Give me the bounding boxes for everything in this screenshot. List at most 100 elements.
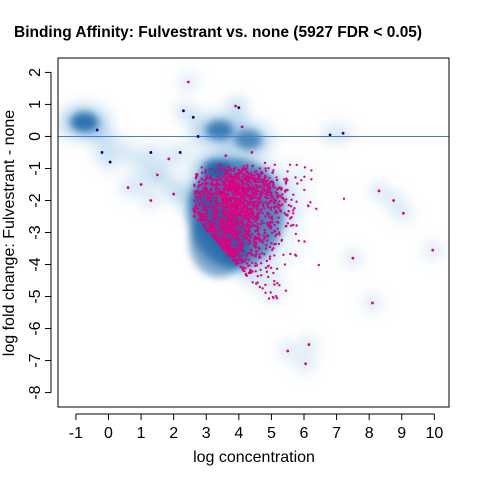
data-point-significant xyxy=(281,196,284,200)
data-point-significant xyxy=(198,202,201,205)
data-point-significant xyxy=(238,228,241,231)
data-point-significant xyxy=(267,297,271,300)
data-point-significant xyxy=(202,219,206,222)
data-point-significant xyxy=(269,208,273,211)
data-point-significant xyxy=(225,244,228,248)
data-point-significant xyxy=(240,186,243,189)
data-point-significant xyxy=(271,171,274,174)
data-point xyxy=(224,154,228,158)
x-tick-label: 8 xyxy=(365,425,374,442)
data-point-significant xyxy=(219,169,222,172)
data-point-significant xyxy=(264,200,268,204)
data-point-significant xyxy=(222,183,225,186)
data-point-significant xyxy=(261,287,264,290)
data-point-significant xyxy=(262,205,265,208)
x-tick-label: 9 xyxy=(397,425,406,442)
data-point-significant xyxy=(275,178,279,182)
data-point-significant xyxy=(259,262,263,265)
data-point-significant xyxy=(245,191,248,195)
data-point-significant xyxy=(232,175,236,178)
data-point-significant xyxy=(244,258,247,261)
data-point-significant xyxy=(228,166,231,169)
data-point-significant xyxy=(286,170,289,173)
data-point-significant xyxy=(262,238,265,241)
data-point-significant xyxy=(225,240,228,243)
data-point-significant xyxy=(247,258,250,262)
data-point-significant xyxy=(248,180,251,183)
data-point-significant xyxy=(264,291,267,294)
data-point-significant xyxy=(223,191,226,195)
data-point-significant xyxy=(246,208,249,211)
data-point-significant xyxy=(264,174,267,178)
data-point-significant xyxy=(213,230,217,234)
data-point-significant xyxy=(260,219,264,223)
data-point-significant xyxy=(255,219,258,222)
data-point-significant xyxy=(259,184,262,188)
data-point-significant xyxy=(242,191,245,194)
data-point xyxy=(155,173,159,177)
data-point-significant xyxy=(255,225,259,229)
plot-frame xyxy=(57,57,450,408)
data-point-significant xyxy=(220,217,224,221)
data-point-significant xyxy=(215,229,219,232)
data-point xyxy=(307,343,311,346)
data-point-significant xyxy=(222,225,225,229)
data-point-significant xyxy=(216,202,220,206)
data-point-significant xyxy=(238,177,241,180)
data-point-significant xyxy=(241,214,245,217)
data-point xyxy=(304,362,308,366)
data-point-significant xyxy=(209,219,212,223)
data-point-significant xyxy=(246,183,250,187)
data-point-significant xyxy=(214,191,218,195)
data-point-significant xyxy=(268,224,271,227)
y-tick-label: 2 xyxy=(27,68,44,77)
data-point-significant xyxy=(227,201,230,204)
data-point-significant xyxy=(229,207,232,210)
y-tick-label: -1 xyxy=(27,161,44,175)
data-point-significant xyxy=(249,171,253,175)
data-point-significant xyxy=(241,203,245,206)
y-tick-label: -3 xyxy=(27,225,44,239)
y-tick-label: 0 xyxy=(27,132,44,141)
data-point-significant xyxy=(261,186,264,189)
data-point xyxy=(392,199,396,202)
data-point-significant xyxy=(266,188,269,192)
data-point xyxy=(250,151,254,154)
data-point-significant xyxy=(303,175,306,178)
data-point-significant xyxy=(258,177,261,181)
data-point-significant xyxy=(248,269,252,273)
data-point-significant xyxy=(214,186,217,189)
data-point-significant xyxy=(232,202,235,205)
data-point-significant xyxy=(244,215,247,218)
data-point-significant xyxy=(264,247,268,250)
data-point-significant xyxy=(212,193,215,196)
data-point-significant xyxy=(269,216,272,220)
data-point-significant xyxy=(195,196,198,199)
data-point-significant xyxy=(204,186,207,190)
data-point-significant xyxy=(201,183,204,186)
data-point-significant xyxy=(240,205,243,209)
data-point-significant xyxy=(273,163,276,166)
data-point-significant xyxy=(224,231,228,234)
data-point-significant xyxy=(220,223,223,227)
data-point-significant xyxy=(201,214,205,217)
x-tick-label: 0 xyxy=(104,425,113,442)
data-point-significant xyxy=(246,264,250,268)
data-point-significant xyxy=(223,200,226,203)
data-point-significant xyxy=(235,201,239,205)
data-point-significant xyxy=(239,249,243,252)
data-point-significant xyxy=(276,211,279,214)
data-point-significant xyxy=(232,235,236,238)
data-point-significant xyxy=(264,266,268,269)
data-point-significant xyxy=(252,193,255,197)
data-point-significant xyxy=(250,198,253,201)
data-point-significant xyxy=(280,238,284,242)
data-point-significant xyxy=(306,204,310,207)
data-point-significant xyxy=(270,221,273,224)
data-point-significant xyxy=(254,230,257,233)
data-point-significant xyxy=(212,205,215,209)
data-point-significant xyxy=(251,164,255,167)
data-point-significant xyxy=(275,267,279,270)
data-point-significant xyxy=(226,215,229,218)
data-point-significant xyxy=(263,185,266,188)
